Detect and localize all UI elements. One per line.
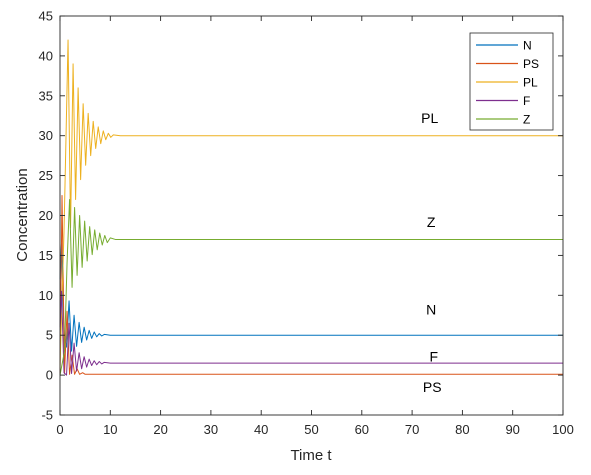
- x-axis-label: Time t: [290, 447, 332, 464]
- tick-layer: 0 10 20 30 40 50 60 70 80 90 100-50510152025303540…: [39, 9, 574, 438]
- y-tick-label: 20: [39, 208, 53, 223]
- series-line-f: [59, 290, 563, 376]
- y-tick-label: 0: [46, 368, 53, 383]
- legend: N PS PL FZ: [469, 32, 554, 131]
- x-tick-label: 70: [405, 422, 419, 437]
- y-tick-label: 15: [39, 248, 53, 263]
- annotation-f: F: [429, 349, 438, 365]
- legend-label-pl: PL: [523, 76, 538, 90]
- y-tick-label: 25: [39, 168, 53, 183]
- x-tick-label: 10: [103, 422, 117, 437]
- annotation-n: N: [426, 302, 436, 318]
- x-tick-label: 40: [254, 422, 268, 437]
- x-tick-label: 80: [455, 422, 469, 437]
- y-tick-label: 40: [39, 48, 53, 63]
- annotation-z: Z: [427, 214, 436, 230]
- x-tick-label: 100: [552, 422, 574, 437]
- x-tick-label: 20: [153, 422, 167, 437]
- annotation-pl: PL: [421, 110, 438, 126]
- series-layer: [59, 39, 563, 376]
- series-line-z: [59, 199, 563, 376]
- y-tick-label: 45: [39, 9, 53, 24]
- y-tick-label: 10: [39, 288, 53, 303]
- y-tick-label: 30: [39, 128, 53, 143]
- x-tick-label: 30: [204, 422, 218, 437]
- x-tick-label: 60: [355, 422, 369, 437]
- x-tick-label: 90: [505, 422, 519, 437]
- legend-label-f: F: [523, 94, 530, 108]
- y-tick-label: 5: [46, 328, 53, 343]
- y-tick-label: -5: [41, 408, 53, 423]
- series-line-pl: [59, 39, 563, 368]
- x-tick-label: 50: [304, 422, 318, 437]
- legend-label-n: N: [523, 39, 532, 53]
- legend-label-ps: PS: [523, 57, 539, 71]
- annotation-ps: PS: [423, 379, 442, 395]
- y-axis-label: Concentration: [14, 168, 31, 261]
- y-tick-label: 35: [39, 88, 53, 103]
- x-tick-label: 0: [56, 422, 63, 437]
- annotation-layer: PL Z N F PS: [421, 110, 441, 395]
- legend-label-z: Z: [523, 113, 530, 127]
